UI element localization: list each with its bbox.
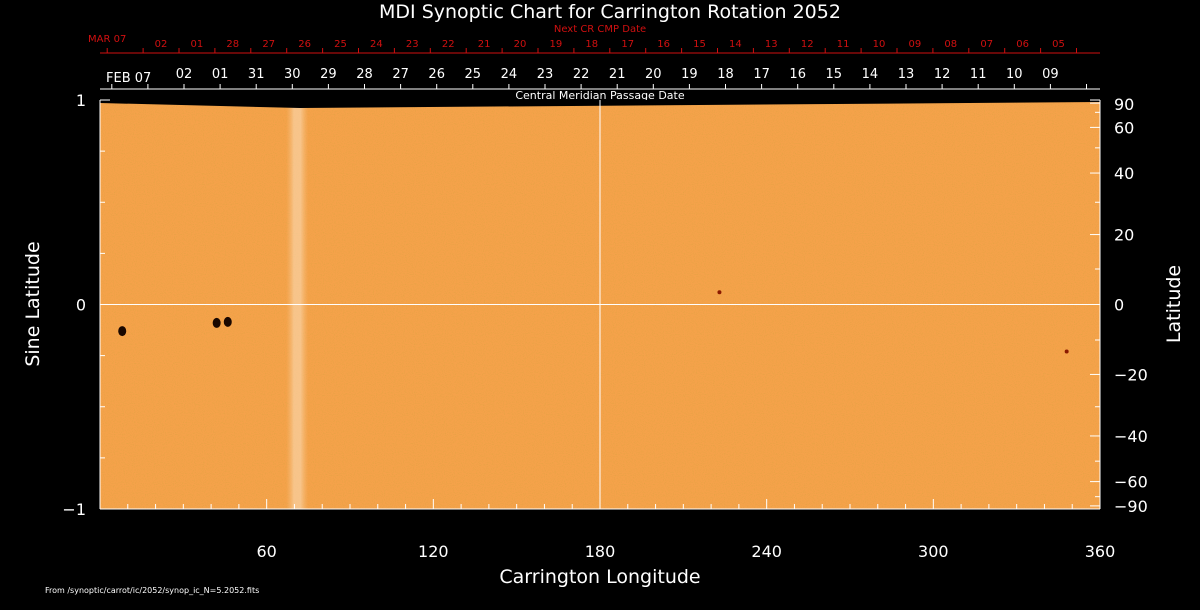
right-tick-label: −60	[1114, 473, 1148, 492]
next-cr-date-label: 17	[621, 39, 634, 50]
next-cr-date-label: 07	[980, 39, 993, 50]
top-date-label: 24	[501, 67, 518, 82]
left-axis: 1 0 −1	[62, 91, 110, 519]
top-date-label: 15	[826, 67, 843, 82]
next-cr-date-label: 18	[585, 39, 598, 50]
plot-area	[100, 100, 1100, 509]
next-cr-date-label: 09	[909, 39, 922, 50]
right-tick-label: 20	[1114, 226, 1134, 245]
x-tick-label: 240	[751, 542, 782, 561]
next-cr-date-label: 13	[765, 39, 778, 50]
next-cr-date-labels: 02 01 28 27 26 25 24 23 22 21 20 19 18 17 16 15 14 13 12 11…	[155, 39, 1065, 50]
next-cr-date-label: 25	[334, 39, 347, 50]
top-axis-label: Central Meridian Passage Date	[515, 89, 684, 102]
next-cr-date-label: 22	[442, 39, 455, 50]
source-footer: From /synoptic/carrot/ic/2052/synop_ic_N…	[45, 586, 259, 595]
next-cr-axis-label: Next CR CMP Date	[554, 24, 646, 35]
next-cr-date-label: 27	[262, 39, 275, 50]
next-cr-date-label: 11	[837, 39, 850, 50]
top-date-label: 30	[284, 67, 301, 82]
right-tick-label: −40	[1114, 427, 1148, 446]
top-date-label: 29	[320, 67, 337, 82]
top-date-label: 19	[681, 67, 698, 82]
next-cr-date-label: 20	[514, 39, 527, 50]
top-date-label: 22	[573, 67, 590, 82]
top-date-label: 11	[970, 67, 987, 82]
top-date-label: 25	[465, 67, 482, 82]
top-date-label: 09	[1042, 67, 1059, 82]
next-cr-date-label: 16	[657, 39, 670, 50]
chart-title: MDI Synoptic Chart for Carrington Rotati…	[379, 1, 841, 23]
left-y-axis-label: Sine Latitude	[22, 241, 44, 366]
next-cr-date-label: 28	[226, 39, 239, 50]
right-tick-label: 60	[1114, 118, 1134, 137]
next-cr-start-label: MAR 07	[88, 34, 126, 45]
next-cr-date-label: 05	[1052, 39, 1065, 50]
top-date-label: 23	[537, 67, 554, 82]
top-date-labels: 02 01 31 30 29 28 27 26 25 24 23 22 21 20 19 18 17 16 15 14…	[176, 67, 1059, 82]
top-date-label: 17	[753, 67, 770, 82]
top-date-label: 28	[356, 67, 373, 82]
sunspot-mark	[118, 326, 127, 337]
top-date-label: 10	[1006, 67, 1023, 82]
top-date-label: 26	[428, 67, 445, 82]
right-y-axis-label: Latitude	[1163, 265, 1185, 343]
next-cr-date-label: 26	[298, 39, 311, 50]
right-tick-label: 40	[1114, 164, 1134, 183]
left-tick-label: 1	[76, 91, 86, 110]
solar-features	[118, 290, 1069, 354]
right-axis: 90 60 40 20 0 −20 −40 −60 −90	[1090, 95, 1148, 516]
sunspot-mark	[212, 317, 221, 328]
x-tick-label: 180	[585, 542, 616, 561]
right-tick-label: −20	[1114, 365, 1148, 384]
next-cr-date-label: 02	[155, 39, 168, 50]
active-region-mark	[717, 290, 722, 295]
top-date-label: 16	[789, 67, 806, 82]
right-tick-label: −90	[1114, 497, 1148, 516]
next-cr-date-label: 23	[406, 39, 419, 50]
top-date-label: 18	[717, 67, 734, 82]
next-cr-date-label: 06	[1016, 39, 1029, 50]
next-cr-date-label: 14	[729, 39, 742, 50]
top-date-label: 14	[862, 67, 879, 82]
top-axis-start-label: FEB 07	[106, 71, 151, 86]
x-tick-label: 300	[918, 542, 949, 561]
next-cr-ticks	[106, 48, 1077, 53]
top-date-label: 27	[392, 67, 409, 82]
next-cr-date-label: 10	[873, 39, 886, 50]
right-tick-label: 0	[1114, 296, 1124, 315]
top-date-ticks	[111, 84, 1087, 89]
left-tick-label: 0	[76, 296, 86, 315]
top-date-label: 13	[898, 67, 915, 82]
next-cr-date-label: 01	[191, 39, 204, 50]
next-cr-date-label: 12	[801, 39, 814, 50]
next-cr-date-label: 08	[944, 39, 957, 50]
left-tick-label: −1	[62, 500, 86, 519]
next-cr-date-label: 15	[693, 39, 706, 50]
sunspot-mark	[223, 316, 232, 327]
x-tick-label: 120	[418, 542, 449, 561]
next-cr-date-label: 24	[370, 39, 383, 50]
top-date-label: 01	[212, 67, 229, 82]
top-date-label: 31	[248, 67, 265, 82]
active-region-mark	[1064, 349, 1069, 354]
top-date-label: 02	[176, 67, 193, 82]
right-tick-label: 90	[1114, 95, 1134, 114]
top-date-label: 12	[934, 67, 951, 82]
top-date-label: 20	[645, 67, 662, 82]
next-cr-date-label: 19	[550, 39, 563, 50]
x-tick-label: 60	[256, 542, 276, 561]
x-tick-label: 360	[1085, 542, 1116, 561]
x-axis: 60 120 180 240 300 360	[127, 499, 1116, 561]
top-date-label: 21	[609, 67, 626, 82]
next-cr-date-label: 21	[478, 39, 491, 50]
x-axis-label: Carrington Longitude	[499, 566, 700, 588]
